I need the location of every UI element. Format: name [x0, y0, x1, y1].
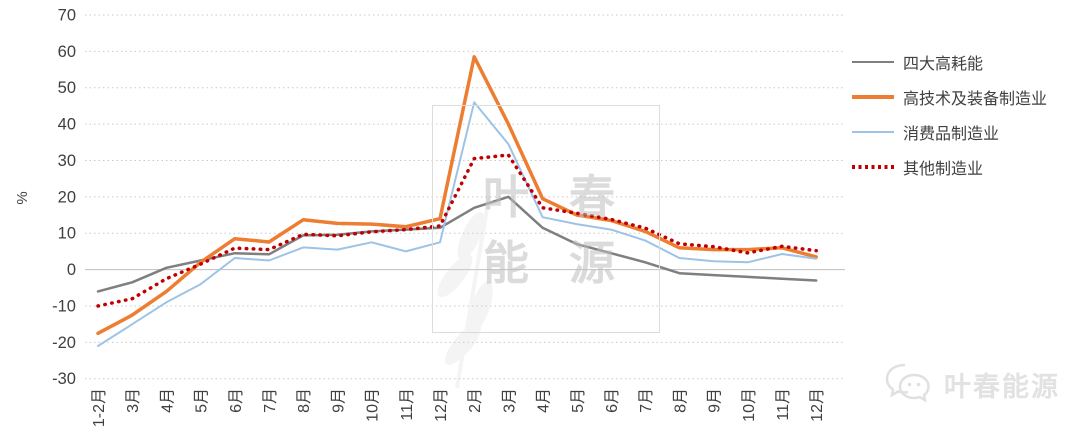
brand-logo: 叶春能源	[884, 362, 1060, 406]
x-tick-label: 9月	[707, 388, 724, 413]
y-axis-unit-label: %	[14, 191, 31, 204]
legend-line-sample	[852, 165, 894, 169]
x-tick-label: 11月	[775, 388, 792, 421]
legend-label: 高技术及装备制造业	[903, 91, 1048, 108]
x-tick-label: 9月	[330, 388, 347, 413]
legend-label: 其他制造业	[903, 161, 984, 178]
y-tick-label: 50	[58, 79, 76, 97]
legend-line-sample	[852, 130, 894, 134]
x-tick-label: 11月	[399, 388, 416, 421]
series-line-1	[96, 55, 818, 336]
x-tick-label: 10月	[365, 388, 382, 422]
x-tick-label: 6月	[604, 388, 621, 413]
y-tick-label: 70	[58, 6, 76, 24]
legend-label: 消费品制造业	[903, 126, 1000, 143]
x-tick-label: 2月	[467, 388, 484, 413]
y-tick-label: 40	[58, 116, 76, 134]
series-line-3	[96, 153, 818, 308]
series-line-2	[97, 101, 818, 347]
x-tick-label: 12月	[809, 388, 826, 422]
legend-item-hightech-equipment: 高技术及装备制造业	[852, 87, 1048, 108]
x-tick-label: 3月	[501, 388, 518, 413]
y-tick-label: -30	[52, 370, 76, 388]
legend-item-consumer-goods: 消费品制造业	[852, 122, 1047, 143]
x-tick-label: 1-2月	[91, 388, 108, 427]
x-tick-label: 10月	[741, 388, 758, 422]
x-tick-label: 8月	[296, 388, 313, 413]
wechat-bubbles-icon	[885, 363, 930, 403]
chart-legend: 四大高耗能 高技术及装备制造业 消费品制造业 其他制造业	[852, 52, 1048, 178]
legend-item-energy-intensive: 四大高耗能	[852, 52, 1047, 73]
legend-item-other-manufacturing: 其他制造业	[852, 157, 1047, 178]
x-tick-label: 5月	[570, 388, 587, 413]
x-tick-label: 4月	[159, 388, 176, 413]
series-line-0	[96, 195, 818, 293]
y-tick-label: 10	[58, 225, 76, 243]
x-tick-label: 8月	[672, 388, 689, 413]
x-tick-label: 7月	[638, 388, 655, 413]
x-tick-label: 3月	[125, 388, 142, 413]
legend-line-sample	[852, 60, 894, 64]
x-tick-label: 4月	[536, 388, 553, 413]
brand-text: 叶春能源	[944, 371, 1060, 402]
x-tick-label: 5月	[194, 388, 211, 413]
y-tick-label: -20	[52, 334, 76, 352]
x-tick-label: 12月	[433, 388, 450, 422]
y-tick-label: 30	[58, 152, 76, 170]
y-tick-label: -10	[52, 297, 76, 315]
y-tick-label: 0	[67, 261, 76, 279]
x-tick-label: 7月	[262, 388, 279, 413]
y-tick-label: 20	[58, 188, 76, 206]
y-tick-label: 60	[58, 43, 76, 61]
legend-line-sample	[852, 95, 894, 99]
x-tick-label: 6月	[228, 388, 245, 413]
legend-label: 四大高耗能	[903, 56, 984, 73]
